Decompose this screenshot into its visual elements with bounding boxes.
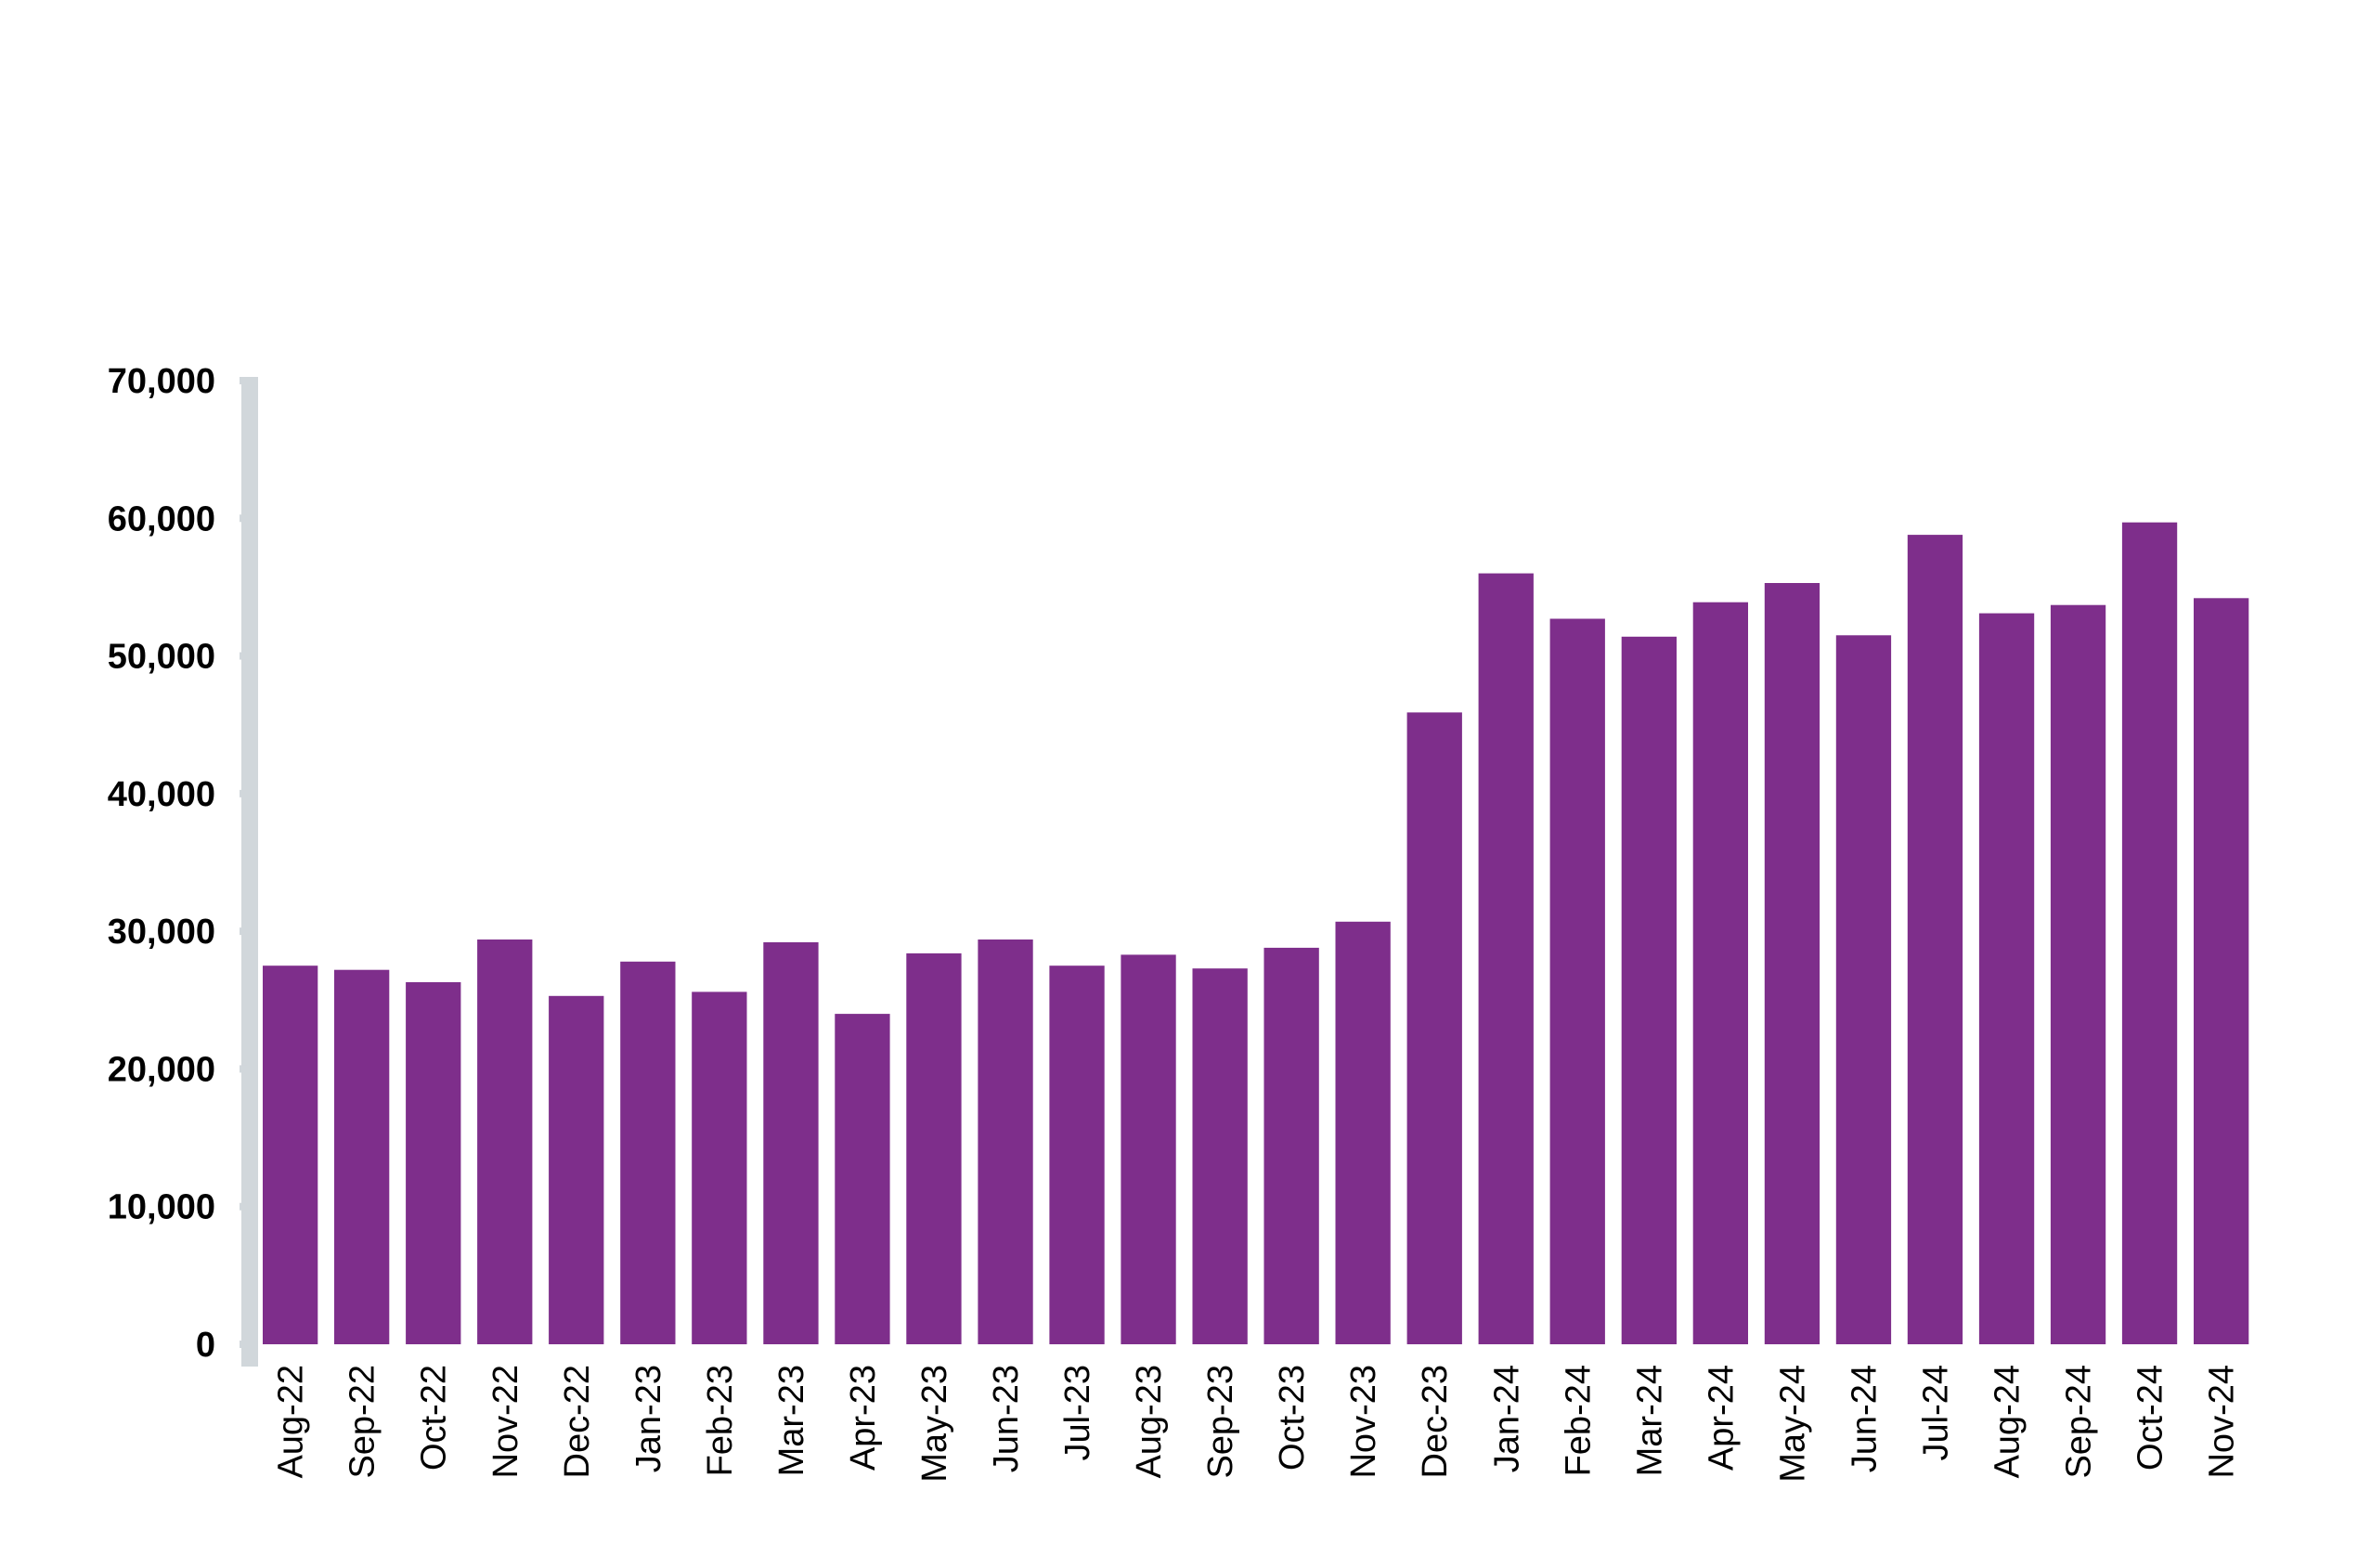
bar-nov-23: [1335, 921, 1391, 1344]
y-tick-mark: [240, 377, 247, 384]
bar-jan-23: [620, 961, 676, 1344]
x-tick-label: Sep-24: [2060, 1365, 2099, 1479]
x-tick-label: Dec-22: [558, 1365, 597, 1479]
y-tick-label: 0: [196, 1326, 215, 1365]
y-tick-label: 10,000: [108, 1188, 215, 1227]
x-tick-label: May-24: [1773, 1365, 1812, 1483]
y-tick-mark: [240, 927, 247, 936]
bar-sep-23: [1192, 968, 1248, 1344]
x-tick-label: Feb-24: [1559, 1365, 1598, 1476]
bar-dec-22: [549, 995, 604, 1344]
bar-mar-23: [763, 942, 819, 1344]
x-tick-label: Aug-24: [1989, 1365, 2028, 1479]
y-tick-mark: [240, 789, 247, 797]
x-tick-label: Mar-24: [1630, 1365, 1669, 1476]
x-axis-labels: Aug-22 Sep-22 Oct-22 Nov-22 Dec-22 Jan-23 Feb-…: [272, 1365, 2242, 1483]
x-tick-label: Jul-24: [1917, 1365, 1956, 1461]
x-tick-label: Dec-23: [1416, 1365, 1455, 1479]
bar-aug-22: [263, 965, 318, 1344]
bar-jan-24: [1478, 573, 1534, 1344]
bar-jun-24: [1835, 635, 1892, 1344]
x-tick-label: Jun-24: [1845, 1365, 1884, 1472]
bar-jul-23: [1049, 965, 1105, 1344]
y-tick-mark: [240, 652, 247, 660]
bar-feb-24: [1549, 618, 1605, 1344]
bar-aug-24: [1978, 613, 2035, 1344]
bar-apr-23: [835, 1014, 890, 1344]
y-tick-label: 60,000: [108, 499, 215, 538]
x-tick-label: Jun-23: [987, 1365, 1026, 1472]
bar-mar-24: [1621, 636, 1677, 1344]
x-tick-label: Oct-22: [415, 1365, 454, 1471]
x-tick-label: Aug-23: [1130, 1365, 1169, 1479]
bar-aug-23: [1121, 954, 1176, 1344]
x-tick-label: Mar-23: [772, 1365, 811, 1476]
y-tick-mark: [240, 514, 247, 523]
x-tick-label: Jan-23: [629, 1365, 668, 1472]
bar-oct-23: [1263, 947, 1319, 1344]
x-tick-label: Feb-23: [701, 1365, 740, 1476]
x-tick-label: Sep-23: [1201, 1365, 1240, 1479]
bar-oct-24: [2121, 522, 2178, 1344]
x-tick-label: Nov-23: [1344, 1365, 1383, 1479]
bar-dec-23: [1406, 712, 1462, 1344]
x-tick-label: Oct-23: [1273, 1365, 1312, 1471]
x-tick-label: Nov-24: [2203, 1365, 2242, 1479]
x-tick-label: May-23: [915, 1365, 954, 1483]
y-tick-label: 30,000: [108, 913, 215, 952]
bar-nov-22: [477, 940, 533, 1344]
bar-jun-23: [978, 940, 1033, 1344]
y-tick-label: 70,000: [108, 362, 215, 401]
bar-oct-22: [406, 982, 461, 1344]
y-tick-label: 40,000: [108, 775, 215, 814]
bar-jul-24: [1907, 535, 1963, 1344]
bar-sep-24: [2050, 604, 2106, 1344]
y-tick-mark: [240, 1065, 247, 1073]
x-tick-label: Oct-24: [2131, 1365, 2170, 1471]
x-tick-label: Apr-24: [1702, 1365, 1741, 1471]
bar-may-23: [906, 952, 962, 1344]
y-axis-ticks: 0 10,000 20,000 30,000 40,000 50,000 60,000 70,…: [108, 362, 247, 1365]
bar-feb-23: [692, 991, 747, 1344]
bar-nov-24: [2194, 598, 2249, 1344]
bar-apr-24: [1692, 602, 1748, 1344]
y-axis-line: [241, 377, 258, 1367]
bar-sep-22: [334, 969, 390, 1344]
x-tick-label: Nov-22: [486, 1365, 525, 1479]
x-tick-label: Jan-24: [1487, 1365, 1526, 1472]
bar-group: [263, 522, 2249, 1344]
bar-may-24: [1764, 583, 1820, 1344]
x-tick-label: Apr-23: [844, 1365, 883, 1471]
y-tick-mark: [240, 1341, 247, 1348]
y-tick-label: 50,000: [108, 638, 215, 677]
x-tick-label: Sep-22: [343, 1365, 382, 1479]
y-tick-mark: [240, 1202, 247, 1211]
x-tick-label: Aug-22: [272, 1365, 311, 1479]
y-tick-label: 20,000: [108, 1050, 215, 1089]
x-tick-label: Jul-23: [1058, 1365, 1097, 1461]
